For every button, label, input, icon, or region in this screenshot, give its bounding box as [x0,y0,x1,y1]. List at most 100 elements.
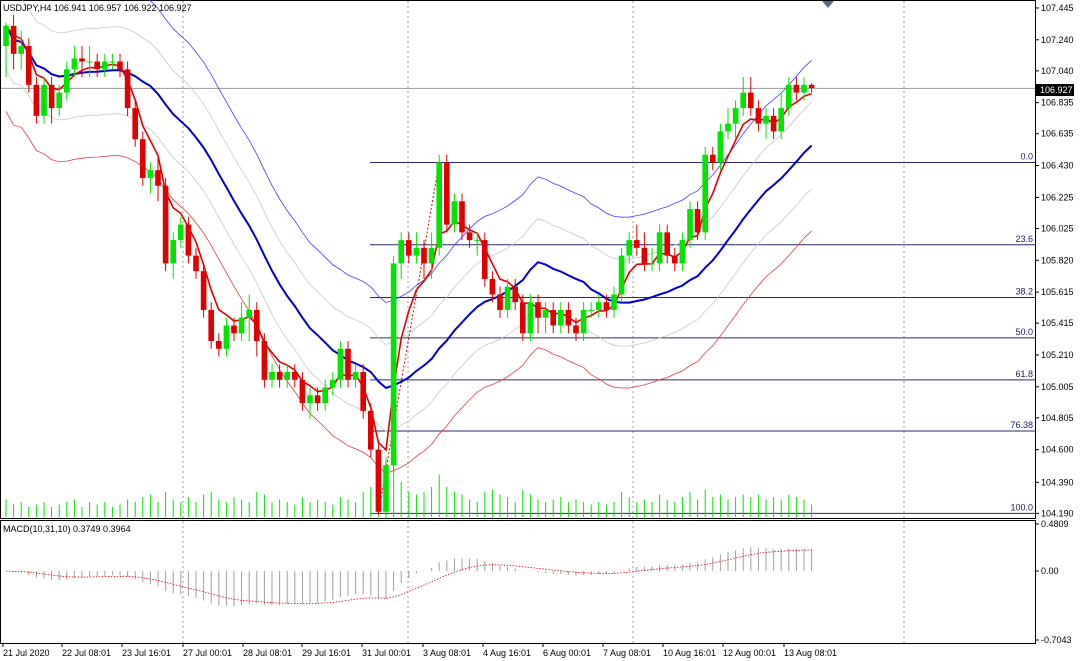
candle-body [33,84,40,116]
fib-level-label: 76.38 [1010,420,1033,430]
fib-level-label: 61.8 [1015,369,1033,379]
fib-level-label: 23.6 [1015,234,1033,244]
candle-body [86,61,93,63]
candle-body [276,372,283,380]
candle-body [694,209,701,233]
candle-body [702,154,708,233]
candle-body [360,372,366,411]
candle-body [535,302,541,318]
candle-body [428,247,435,264]
current-price-label: 106.927 [1040,85,1073,95]
shift-marker-icon[interactable] [822,1,834,8]
candle-body [413,247,420,256]
candle-body [390,263,397,466]
candle-body [596,302,602,310]
price-tick-label: 104.600 [1041,445,1074,455]
candle-body [641,247,648,264]
candle-body [573,325,579,334]
time-axis: 21 Jul 2020 22 Jul 08:01 23 Jul 16:01 27 Ju… [2,643,837,658]
candle-body [322,387,328,404]
upper-band-line [148,0,812,304]
upper-envelope-line [21,0,812,345]
candle-body [717,131,724,163]
price-tick-label: 107.040 [1041,66,1074,76]
time-tick-label: 27 Jul 00:01 [183,648,232,658]
fib-level-label: 100.0 [1010,502,1033,512]
candle-body [406,240,412,256]
candle-body [231,325,237,334]
candle-body [649,263,655,265]
time-tick-label: 22 Jul 08:01 [62,648,111,658]
candle-body [763,115,769,124]
price-tick-label: 106.225 [1041,192,1074,202]
candle-body [634,240,640,248]
candle-body [147,170,154,178]
price-tick-label: 105.210 [1041,350,1074,360]
candle-body [261,341,268,380]
candle-body [436,162,442,248]
slow-moving-average [5,25,813,390]
candle-body [732,108,739,124]
fib-level-label: 38.2 [1015,287,1033,297]
candle-body [558,309,564,326]
candle-body [474,240,480,242]
time-tick-label: 13 Aug 08:01 [784,648,837,658]
lower-envelope-line [5,69,812,432]
candle-body [162,185,169,264]
fib-level-label: 50.0 [1015,327,1033,337]
candle-body [185,224,192,256]
macd-header: MACD(10,31,10) 0.3749 0.3964 [3,524,131,534]
candle-body [10,25,17,54]
price-tick-label: 106.025 [1041,223,1074,233]
price-tick-label: 104.190 [1041,508,1074,518]
candle-body [41,84,47,116]
candle-body [64,69,70,93]
candle-body [512,286,518,303]
candle-body [808,84,815,88]
time-tick-label: 12 Aug 00:01 [723,648,776,658]
macd-tick-label: 0.00 [1041,566,1059,576]
candle-body [193,255,199,272]
candle-body [588,309,594,311]
macd-indicator: 0.4809 0.00 -0.7043 [5,519,1072,645]
candle-body [102,61,108,70]
macd-signal-line [5,549,812,604]
price-tick-label: 105.415 [1041,318,1074,328]
fibonacci-retracement[interactable]: 0.0 23.6 38.2 50.0 61.8 76.38 100.0 [370,151,1035,514]
candle-body [284,372,290,380]
candle-body [542,309,549,318]
candle-body [398,240,404,264]
chart-header: USDJPY,H4 106.941 106.957 106.922 106.92… [3,3,192,13]
candle-body [132,108,138,140]
candle-body [124,69,131,109]
macd-tick-label: -0.7043 [1041,635,1072,645]
candle-body [292,372,298,380]
candle-body [269,372,275,380]
candle-body [710,154,716,163]
candle-body [786,84,792,109]
candle-body [330,379,336,388]
candle-body [368,410,374,450]
candle-body [238,317,245,334]
time-tick-label: 28 Jul 08:01 [243,648,292,658]
candle-body [565,309,572,326]
price-tick-label: 106.430 [1041,161,1074,171]
candlesticks [3,14,815,520]
candle-body [421,247,427,264]
macd-chart-frame [0,520,1036,644]
fib-trendline [377,162,440,514]
candle-body [109,61,116,63]
macd-tick-label: 0.4809 [1041,519,1069,529]
candle-body [299,379,306,404]
candle-body [603,302,610,310]
candle-body [725,123,731,132]
candle-body [79,58,85,62]
main-chart-frame [0,0,1036,519]
candle-body [352,372,359,380]
candle-body [375,449,382,512]
candle-body [337,348,344,380]
candle-body [71,58,78,70]
price-tick-label: 106.835 [1041,98,1074,108]
candle-body [497,294,503,310]
